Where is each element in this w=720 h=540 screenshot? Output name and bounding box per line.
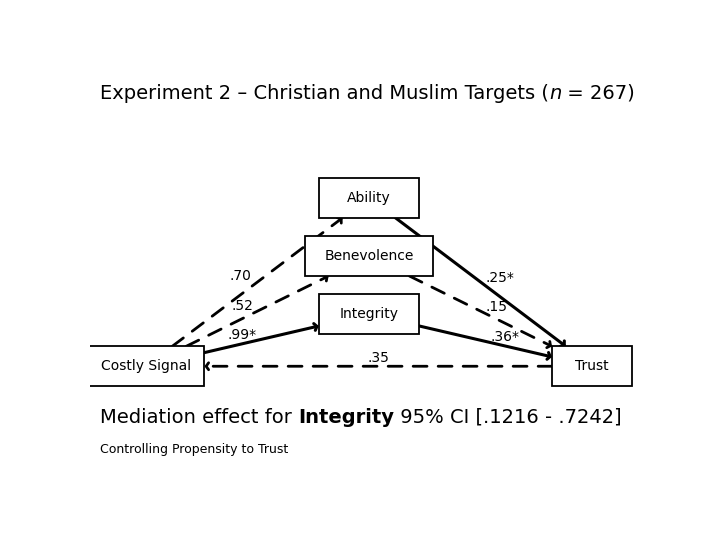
Bar [319, 294, 419, 334]
Text: .25*: .25* [485, 271, 514, 285]
Text: = 267): = 267) [562, 84, 635, 103]
Text: .36*: .36* [490, 330, 519, 345]
Text: Integrity: Integrity [298, 408, 394, 427]
Text: .52: .52 [231, 299, 253, 313]
Bar [87, 346, 204, 386]
Bar [319, 178, 419, 218]
Text: Benevolence: Benevolence [324, 249, 414, 263]
Bar [305, 236, 433, 276]
Text: .15: .15 [485, 300, 507, 314]
Text: 95% CI [.1216 - .7242]: 95% CI [.1216 - .7242] [394, 408, 622, 427]
Text: .35: .35 [367, 351, 389, 365]
Text: Ability: Ability [347, 191, 391, 205]
Text: Controlling Propensity to Trust: Controlling Propensity to Trust [100, 443, 288, 456]
Text: Experiment 2 – Christian and Muslim Targets (: Experiment 2 – Christian and Muslim Targ… [100, 84, 549, 103]
Text: .70: .70 [230, 269, 252, 283]
Bar [552, 346, 632, 386]
Text: Integrity: Integrity [340, 307, 398, 321]
Text: Mediation effect for: Mediation effect for [100, 408, 298, 427]
Text: .99*: .99* [228, 328, 257, 342]
Text: n: n [549, 84, 562, 103]
Text: Trust: Trust [575, 359, 609, 373]
Text: Costly Signal: Costly Signal [101, 359, 191, 373]
